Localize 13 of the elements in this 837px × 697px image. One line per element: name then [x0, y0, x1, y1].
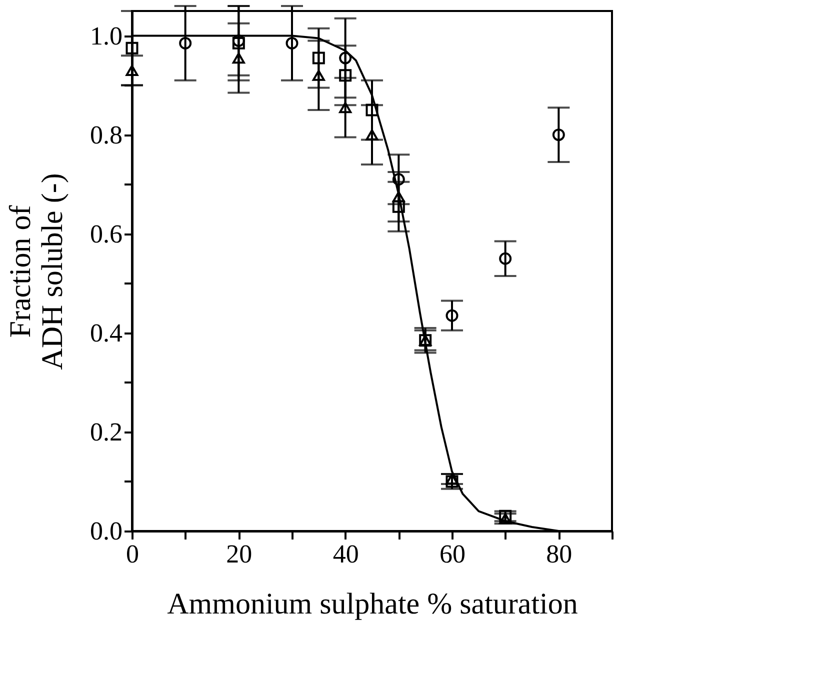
x-tick-label: 60: [440, 540, 466, 568]
y-tick-label: 0.8: [90, 120, 122, 150]
y-tick-label: 0.6: [90, 219, 122, 248]
y-tick-label: 0.0: [90, 516, 122, 546]
x-tick-label: 0: [126, 540, 139, 568]
y-tick-label: 1.0: [90, 21, 122, 50]
y-axis-title: Fraction of ADH soluble (-): [4, 173, 69, 370]
y-tick-label: 0.4: [90, 318, 122, 348]
x-tick-label: 40: [332, 540, 359, 568]
x-tick-label: 20: [226, 540, 252, 568]
x-tick-label: 80: [546, 540, 572, 568]
x-axis-title: Ammonium sulphate % saturation: [167, 588, 578, 620]
y-tick-label: 0.2: [90, 417, 122, 446]
